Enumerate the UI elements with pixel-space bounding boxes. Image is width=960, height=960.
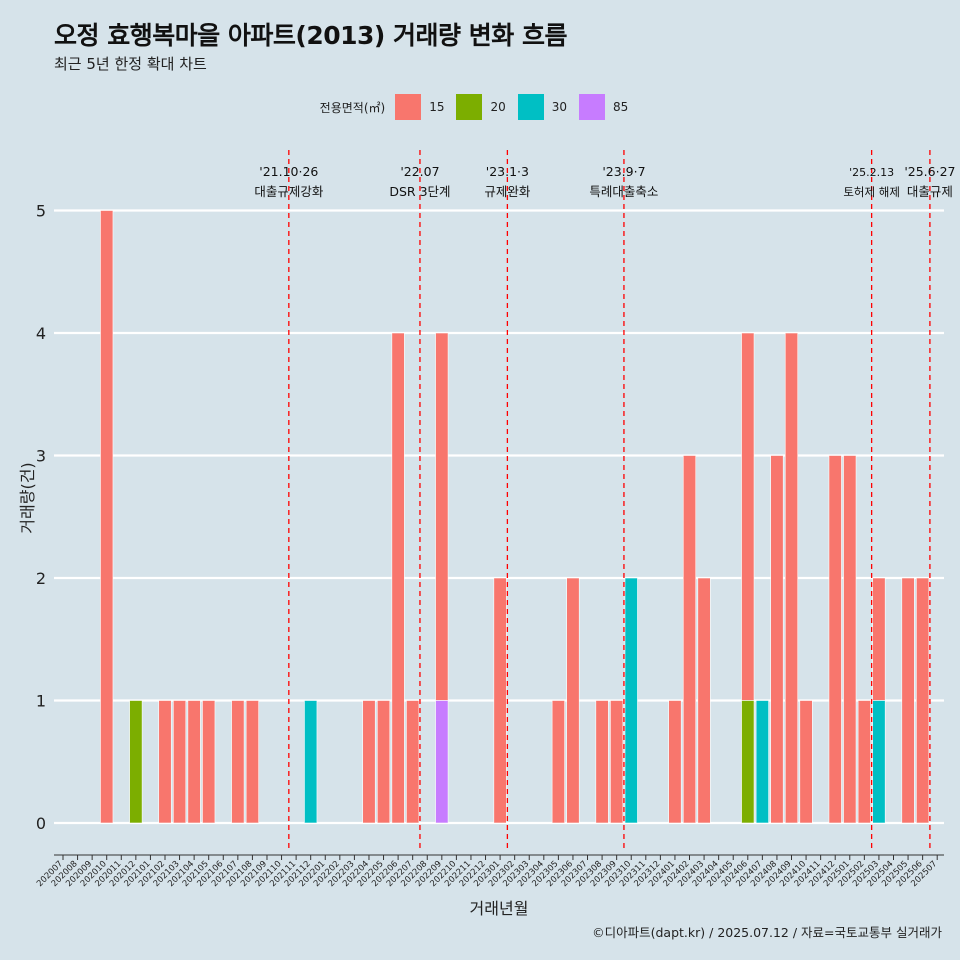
bar — [741, 700, 755, 824]
legend-key-30 — [517, 94, 544, 120]
bar — [493, 577, 507, 824]
legend-key-20 — [456, 94, 483, 120]
bar — [741, 332, 755, 701]
bar — [872, 700, 886, 824]
legend-item-30: 30 — [517, 94, 568, 120]
event-text-label: 대출규제강화 — [254, 184, 324, 199]
bar — [624, 577, 638, 824]
bar — [100, 210, 114, 824]
bar — [857, 700, 871, 824]
bar — [595, 700, 609, 824]
event-text-label: DSR 3단계 — [389, 184, 450, 199]
legend-item-85: 85 — [579, 94, 628, 120]
legend-item-20: 20 — [456, 94, 506, 120]
event-date-label: '22.07 — [400, 164, 439, 179]
event-date-label: '23.9·7 — [602, 164, 645, 179]
legend: 전용면적(㎡) 15 20 30 85 — [0, 93, 960, 121]
y-tick-label: 0 — [36, 814, 46, 833]
caption: ©디아파트(dapt.kr) / 2025.07.12 / 자료=국토교통부 실… — [592, 925, 942, 940]
event-date-label: '23.1·3 — [486, 164, 529, 179]
legend-label-20: 20 — [490, 100, 506, 114]
event-text-label: 특례대출축소 — [589, 184, 658, 199]
bar — [173, 700, 187, 824]
x-axis-title: 거래년월 — [470, 899, 529, 918]
bar — [610, 700, 624, 824]
bar — [406, 700, 420, 824]
y-tick-label: 4 — [36, 324, 46, 343]
bar — [435, 332, 449, 701]
bar — [376, 700, 391, 824]
bar — [901, 577, 915, 824]
bar — [202, 700, 216, 824]
bar — [391, 332, 405, 824]
bar — [304, 700, 318, 824]
bar — [697, 577, 711, 824]
bar — [551, 700, 565, 824]
bar — [799, 700, 813, 824]
bar — [828, 455, 842, 824]
y-tick-label: 3 — [36, 447, 46, 466]
y-tick-label: 1 — [36, 692, 46, 711]
bar — [843, 455, 857, 824]
legend-item-15: 15 — [395, 94, 444, 120]
event-text-label: 규제완화 — [484, 184, 531, 199]
y-tick-label: 2 — [36, 569, 46, 588]
event-date-label: '21.10·26 — [259, 164, 318, 179]
bar — [245, 700, 259, 824]
bar — [770, 455, 784, 824]
legend-title: 전용면적(㎡) — [319, 100, 386, 115]
chart-title: 오정 효행복마을 아파트(2013) 거래량 변화 흐름 — [54, 21, 567, 50]
event-date-label: '25.6·27 — [904, 164, 955, 179]
bar — [129, 700, 143, 824]
bar — [668, 700, 682, 824]
bar — [916, 577, 930, 824]
bar — [187, 700, 201, 824]
event-date-label: '25.2.13 — [849, 166, 894, 179]
y-axis-title: 거래량(건) — [18, 462, 37, 533]
bar — [784, 332, 799, 824]
legend-label-15: 15 — [429, 100, 445, 114]
y-tick-label: 5 — [36, 202, 46, 221]
bar — [158, 700, 172, 824]
bar — [435, 700, 449, 824]
bar — [872, 577, 886, 701]
event-text-label: 토허제 해제 — [843, 185, 900, 199]
legend-key-85 — [579, 94, 606, 120]
event-text-label: 대출규제 — [907, 184, 953, 199]
bar — [566, 577, 580, 824]
legend-label-85: 85 — [613, 100, 629, 114]
bar — [755, 700, 769, 824]
bar — [231, 700, 245, 824]
legend-label-30: 30 — [551, 100, 568, 114]
legend-key-15 — [395, 94, 422, 120]
chart-subtitle: 최근 5년 한정 확대 차트 — [54, 55, 207, 73]
bar — [682, 455, 697, 824]
bar — [362, 700, 376, 824]
